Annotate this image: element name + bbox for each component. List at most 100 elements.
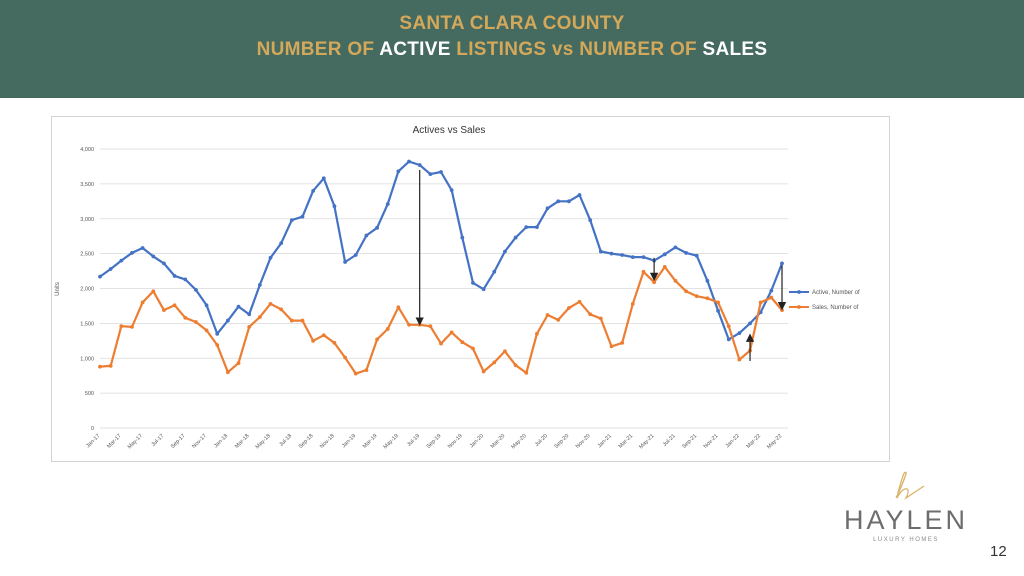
active-point xyxy=(375,225,379,230)
active-point xyxy=(151,254,156,259)
sales-point xyxy=(183,315,188,320)
active-point xyxy=(247,312,252,317)
y-tick-label: 4,000 xyxy=(80,147,94,153)
x-tick-label: Sep-21 xyxy=(681,433,698,450)
legend-label: Sales, Number of xyxy=(812,305,859,311)
active-point xyxy=(332,204,337,209)
title-line-2: NUMBER OF ACTIVE LISTINGS vs NUMBER OF S… xyxy=(0,39,1024,61)
active-point xyxy=(684,251,688,255)
sales-point xyxy=(311,338,316,343)
active-point xyxy=(225,318,230,323)
active-point xyxy=(98,274,102,279)
sales-point xyxy=(204,328,209,333)
title-part: ACTIVE xyxy=(379,39,451,60)
active-point xyxy=(449,188,454,193)
sales-point xyxy=(662,264,667,269)
active-point xyxy=(503,249,507,254)
sales-point xyxy=(321,333,326,338)
active-point xyxy=(396,169,401,174)
active-point xyxy=(417,163,422,167)
x-tick-label: Mar-20 xyxy=(490,433,507,450)
x-tick-label: Jul-21 xyxy=(662,433,677,448)
active-point xyxy=(694,253,699,258)
sales-point xyxy=(385,327,390,331)
x-tick-label: Jan-19 xyxy=(341,433,357,449)
active-point xyxy=(566,199,571,204)
x-tick-label: Nov-17 xyxy=(191,433,208,450)
active-point xyxy=(641,255,646,260)
sales-point xyxy=(513,363,518,368)
sales-point xyxy=(545,313,550,317)
sales-point xyxy=(247,324,252,329)
sales-point xyxy=(726,324,731,329)
active-point xyxy=(215,331,220,336)
sales-point xyxy=(492,360,497,365)
sales-point xyxy=(716,300,720,305)
active-point xyxy=(385,202,390,207)
x-tick-label: Jul-20 xyxy=(534,433,549,448)
sales-point xyxy=(407,322,411,327)
sales-point xyxy=(289,318,294,323)
sales-point xyxy=(535,331,539,336)
active-point xyxy=(194,287,198,292)
active-point xyxy=(769,288,774,293)
sales-point xyxy=(332,341,337,345)
sales-point xyxy=(162,308,166,313)
sales-point xyxy=(428,324,433,329)
sales-point xyxy=(257,315,262,319)
active-point xyxy=(289,218,294,223)
active-listings-line xyxy=(99,160,784,341)
active-point xyxy=(716,308,720,313)
x-tick-label: Jan-17 xyxy=(85,433,101,449)
active-point xyxy=(556,199,561,204)
active-point xyxy=(119,258,124,263)
y-tick-label: 500 xyxy=(85,391,94,397)
active-point xyxy=(471,281,475,285)
x-tick-label: Jul-17 xyxy=(151,433,166,448)
x-tick-label: May-18 xyxy=(255,433,272,450)
title-part: SALES xyxy=(702,39,768,60)
active-point xyxy=(172,274,177,278)
sales-point xyxy=(108,364,113,368)
y-tick-label: 3,500 xyxy=(80,182,94,188)
sales-point xyxy=(364,368,369,373)
title-part: NUMBER OF xyxy=(579,39,703,60)
sales-point xyxy=(417,322,422,327)
y-tick-label: 2,000 xyxy=(80,287,94,293)
x-tick-label: Mar-22 xyxy=(746,433,763,450)
x-tick-label: Jul-19 xyxy=(406,433,421,448)
sales-point xyxy=(769,295,774,300)
x-tick-label: May-17 xyxy=(127,433,144,450)
active-point xyxy=(620,253,625,257)
sales-point xyxy=(140,300,145,305)
sales-point xyxy=(471,346,475,351)
x-tick-label: Sep-17 xyxy=(170,433,187,450)
active-point xyxy=(673,245,678,250)
sales-point xyxy=(524,370,529,375)
sales-point xyxy=(705,296,710,301)
active-point xyxy=(439,170,443,174)
active-point xyxy=(428,172,433,177)
x-tick-label: Nov-21 xyxy=(703,433,720,450)
sales-point xyxy=(396,305,401,310)
y-tick-label: 0 xyxy=(91,426,94,432)
sales-point xyxy=(98,364,102,369)
sales-point xyxy=(300,318,305,323)
active-point xyxy=(545,206,550,211)
active-point xyxy=(311,188,316,193)
sales-point xyxy=(758,300,763,305)
sales-point xyxy=(151,289,156,294)
sales-point xyxy=(449,330,454,335)
y-tick-label: 1,000 xyxy=(80,356,94,362)
active-point xyxy=(598,249,603,254)
x-tick-label: Mar-19 xyxy=(362,433,379,450)
sales-point xyxy=(609,344,614,349)
active-point xyxy=(513,235,518,240)
active-point xyxy=(481,287,486,292)
legend-marker xyxy=(797,305,801,309)
x-tick-label: Sep-20 xyxy=(553,433,570,450)
active-point xyxy=(130,251,134,255)
sales-point xyxy=(460,340,465,345)
active-point xyxy=(183,277,188,282)
x-tick-label: Jan-22 xyxy=(725,433,741,449)
